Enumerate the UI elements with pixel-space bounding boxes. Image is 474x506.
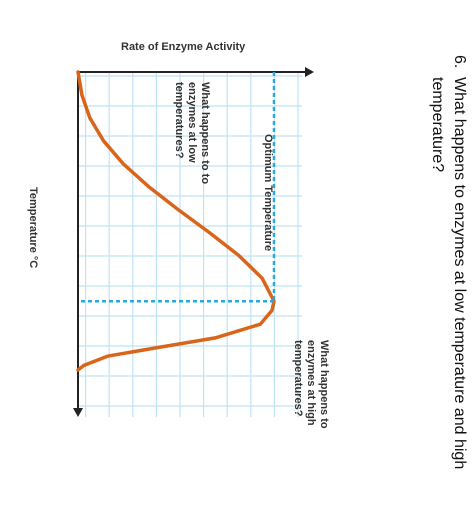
annotation-low-line-3: temperatures?: [173, 82, 185, 159]
question-line-1: What happens to enzymes at low temperatu…: [451, 77, 468, 469]
question-number: 6.: [451, 55, 468, 68]
question-block: 6. What happens to enzymes at low temper…: [429, 55, 468, 469]
chart-grid: [78, 72, 302, 417]
annotation-optimum: Optimum Temperature: [262, 134, 274, 251]
annotation-low-line-2: enzymes at low: [186, 82, 198, 163]
optimum-guides: [78, 72, 276, 303]
annotation-low-line-1: What happens to to: [199, 82, 211, 184]
chart-title: Rate of Enzyme Activity: [121, 41, 246, 53]
x-axis-arrow: [73, 408, 83, 417]
annotation-high-line-1: What happens to: [318, 340, 330, 429]
annotation-high-line-3: temperatures?: [292, 340, 304, 417]
annotation-low: What happens to to enzymes at low temper…: [173, 82, 211, 184]
annotation-high-line-2: enzymes at high: [305, 340, 317, 426]
question-line-2: temperature?: [429, 77, 446, 172]
x-axis-label: Temperature °C: [27, 187, 39, 268]
annotation-high: What happens to enzymes at high temperat…: [292, 340, 330, 429]
chart: Rate of Enzyme Activity Temperature °C O…: [27, 41, 330, 429]
y-axis-arrow: [305, 67, 314, 77]
series-line-activity: [76, 70, 276, 372]
chart-axes: [73, 67, 314, 417]
